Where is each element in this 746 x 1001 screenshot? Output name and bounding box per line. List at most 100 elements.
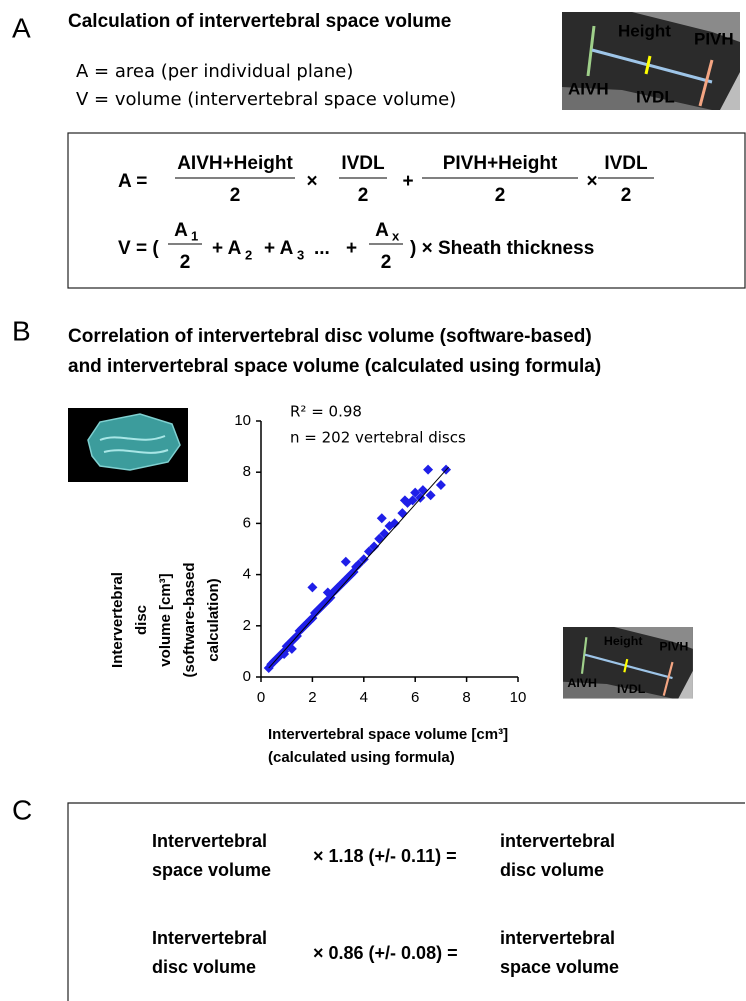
- point: [417, 485, 428, 496]
- y-axis-label: (software-based: [181, 562, 198, 677]
- x-tick-label: 6: [411, 689, 419, 706]
- x-tick-label: 10: [510, 689, 527, 706]
- vertebra: [720, 72, 740, 110]
- spine-image: Height PIVH AIVH IVDL: [563, 627, 693, 699]
- panel-title: Calculation of intervertebral space volu…: [68, 11, 451, 32]
- aivh-line: [586, 25, 596, 77]
- point: [407, 495, 418, 506]
- operator: ×: [306, 171, 317, 192]
- formula-text: ...: [314, 238, 330, 259]
- disc-render: [87, 413, 181, 471]
- vertebra: [562, 12, 740, 42]
- panel-title: Correlation of intervertebral disc volum…: [68, 326, 592, 347]
- numerator: PIVH+Height: [443, 153, 558, 174]
- image-label: AIVH: [568, 79, 609, 98]
- denominator: 2: [381, 252, 392, 273]
- point: [307, 582, 318, 593]
- y-tick-label: 10: [234, 412, 251, 429]
- point: [397, 508, 408, 519]
- operator: ×: [586, 171, 597, 192]
- point: [340, 556, 351, 567]
- vertebra: [562, 87, 712, 110]
- conversion-text: intervertebral: [500, 928, 615, 948]
- image-label: Height: [604, 634, 643, 648]
- conversion-text: intervertebral: [500, 831, 615, 851]
- x-tick-label: 8: [462, 689, 470, 706]
- point: [425, 490, 436, 501]
- annotation: R² = 0.98: [290, 403, 362, 421]
- pivh-line: [662, 661, 674, 696]
- conversion-text: space volume: [152, 860, 271, 880]
- formula-text: + A: [264, 238, 294, 259]
- x-axis-label: (calculated using formula): [268, 749, 455, 766]
- spine-image: Height PIVH AIVH IVDL: [562, 12, 740, 110]
- point: [286, 643, 297, 654]
- annotation: n = 202 vertebral discs: [290, 429, 466, 447]
- denominator: 2: [358, 185, 369, 206]
- conversion-text: Intervertebral: [152, 831, 267, 851]
- numerator: A: [375, 220, 389, 241]
- subscript: 1: [191, 228, 198, 243]
- height-line: [623, 658, 629, 673]
- point: [322, 587, 333, 598]
- ivdl-line: [591, 48, 713, 84]
- conversion-factor: × 1.18 (+/- 0.11) =: [313, 846, 457, 866]
- y-tick-label: 0: [243, 668, 251, 685]
- numerator: A: [174, 220, 188, 241]
- y-axis-label: disc: [133, 605, 150, 635]
- y-tick-label: 6: [243, 514, 251, 531]
- point: [376, 513, 387, 524]
- subscript: 2: [245, 247, 252, 262]
- formula-text: + A: [212, 238, 242, 259]
- image-label: Height: [618, 21, 671, 40]
- y-axis-label: volume [cm³]: [157, 573, 174, 666]
- point: [410, 487, 421, 498]
- x-tick-label: 4: [360, 689, 368, 706]
- point: [389, 518, 400, 529]
- formula-text: +: [346, 238, 357, 259]
- panel-letter: A: [12, 12, 31, 43]
- subscript: x: [392, 228, 400, 243]
- panel-letter: B: [12, 315, 31, 346]
- denominator: 2: [180, 252, 191, 273]
- formula-box: [67, 132, 746, 289]
- y-axis-label: calculation): [205, 578, 222, 661]
- conversion-factor: × 0.86 (+/- 0.08) =: [313, 943, 458, 963]
- formula-text: V = (: [118, 238, 159, 259]
- numerator: IVDL: [341, 153, 385, 174]
- subscript: 3: [297, 247, 304, 262]
- formula-text: ) × Sheath thickness: [410, 238, 594, 259]
- conversion-text: disc volume: [152, 957, 256, 977]
- aivh-line: [580, 637, 588, 674]
- y-tick-label: 8: [243, 463, 251, 480]
- denominator: 2: [495, 185, 506, 206]
- conversion-text: Intervertebral: [152, 928, 267, 948]
- point: [363, 546, 374, 557]
- point: [353, 559, 364, 570]
- y-tick-label: 4: [243, 566, 251, 583]
- height-line: [644, 55, 652, 75]
- image-label: PIVH: [659, 640, 688, 654]
- denominator: 2: [621, 185, 632, 206]
- operator: +: [402, 171, 413, 192]
- definition: A = area (per individual plane): [76, 61, 353, 82]
- numerator: IVDL: [604, 153, 648, 174]
- disc-render: [99, 435, 169, 454]
- image-label: AIVH: [567, 676, 597, 690]
- ivdl-line: [584, 653, 673, 680]
- formula-text: A =: [118, 171, 147, 192]
- vertebra: [563, 681, 673, 699]
- point: [435, 480, 446, 490]
- point: [358, 554, 369, 565]
- image-label: IVDL: [636, 87, 675, 106]
- point: [279, 648, 290, 659]
- conversion-text: space volume: [500, 957, 619, 977]
- image-label: PIVH: [694, 29, 734, 48]
- pivh-line: [698, 59, 714, 107]
- denominator: 2: [230, 185, 241, 206]
- numerator: AIVH+Height: [177, 153, 293, 174]
- x-tick-label: 0: [257, 689, 265, 706]
- conversion-text: disc volume: [500, 860, 604, 880]
- point: [423, 464, 434, 475]
